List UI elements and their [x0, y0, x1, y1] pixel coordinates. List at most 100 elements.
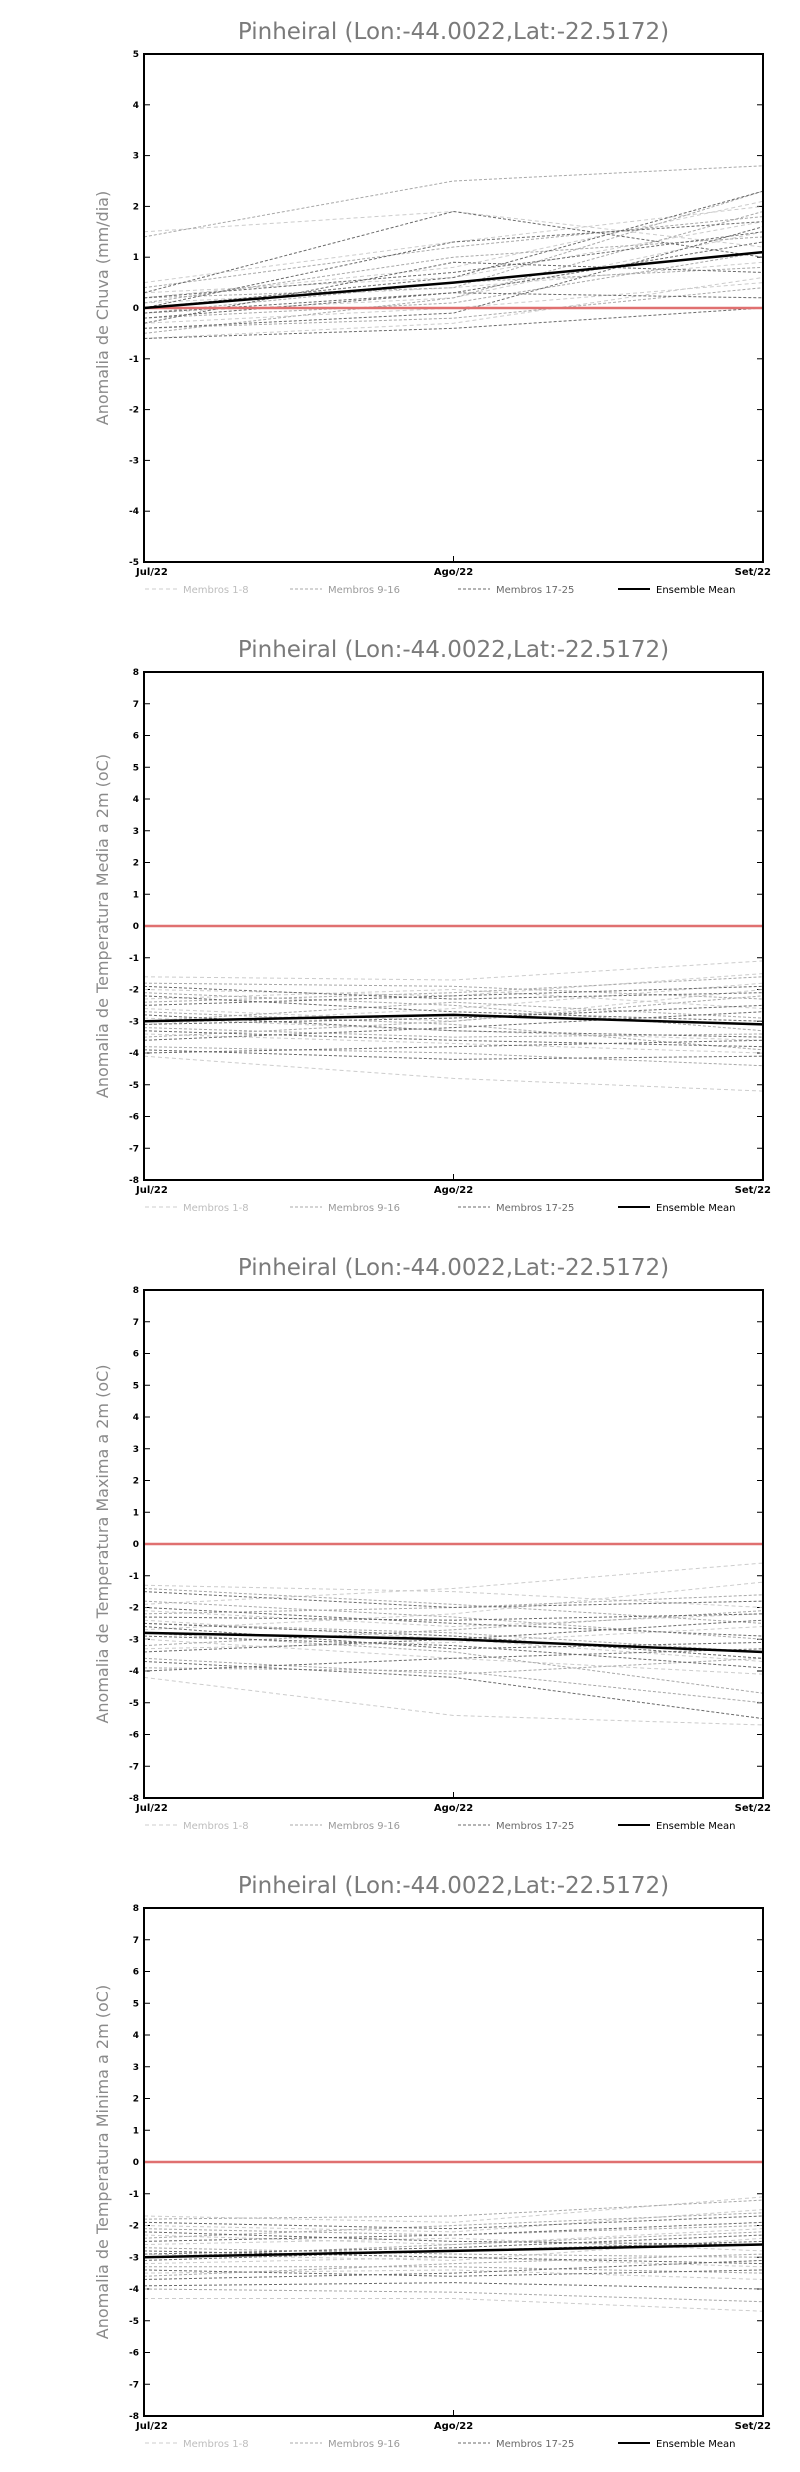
member-series-4: [143, 989, 764, 1022]
member-series-13: [143, 1632, 764, 1694]
member-series-25: [143, 221, 764, 309]
x-tick-label: Jul/22: [135, 1803, 168, 1814]
member-series-1: [143, 960, 764, 981]
member-series-2: [143, 1562, 764, 1605]
member-series-15: [143, 995, 764, 1038]
member-series-19: [143, 241, 764, 319]
y-tick-label: -7: [129, 2380, 139, 2390]
y-tick-label: -3: [129, 2253, 139, 2263]
y-tick-label: 8: [133, 1904, 139, 1914]
member-series-3: [143, 988, 764, 1010]
member-series-1: [143, 1584, 764, 1608]
y-tick-label: 1: [133, 1508, 139, 1518]
member-series-15: [143, 287, 764, 329]
member-series-22: [143, 2269, 764, 2277]
legend-label-4: Ensemble Mean: [656, 585, 735, 596]
member-series-20: [143, 1626, 764, 1650]
member-series-6: [143, 2256, 764, 2268]
member-series-7: [143, 2269, 764, 2280]
y-tick-label: 7: [133, 1936, 139, 1946]
member-series-22: [143, 1619, 764, 1653]
member-series-10: [143, 1600, 764, 1640]
member-series-24: [143, 1049, 764, 1060]
member-series-15: [143, 1657, 764, 1675]
member-series-11: [143, 2212, 764, 2239]
member-series-4: [143, 2237, 764, 2252]
legend-label-4: Ensemble Mean: [656, 1203, 735, 1214]
y-tick-label: -5: [129, 2317, 139, 2327]
y-axis-label: Anomalia de Temperatura Media a 2m (oC): [93, 754, 112, 1098]
chart-panel-4: Pinheiral (Lon:-44.0022,Lat:-22.5172) Ano…: [93, 1873, 771, 2450]
member-series-21: [143, 2240, 764, 2261]
y-tick-label: 5: [133, 1381, 139, 1391]
y-tick-label: 1: [133, 890, 139, 900]
y-tick-label: 3: [133, 152, 139, 162]
x-tick-label: Jul/22: [135, 567, 168, 578]
legend-label-3: Membros 17-25: [496, 585, 574, 596]
member-series-24: [143, 2282, 764, 2290]
plot-frame: [143, 671, 764, 1181]
y-tick-label: 1: [133, 253, 139, 263]
legend-label-2: Membros 9-16: [328, 1203, 400, 1214]
y-tick-label: 2: [133, 1477, 139, 1487]
member-series-19: [143, 2221, 764, 2242]
y-tick-label: -6: [129, 2349, 139, 2359]
y-tick-label: 5: [133, 50, 139, 60]
member-series-7: [143, 1033, 764, 1054]
y-tick-label: -1: [129, 954, 139, 964]
member-series-23: [143, 231, 764, 299]
legend-label-1: Membros 1-8: [183, 585, 249, 596]
y-tick-label: -2: [129, 2222, 139, 2232]
member-series-12: [143, 1622, 764, 1653]
legend-label-1: Membros 1-8: [183, 1821, 249, 1832]
y-tick-label: 5: [133, 1999, 139, 2009]
member-series-10: [143, 992, 764, 1032]
member-series-25: [143, 1622, 764, 1659]
x-tick-label: Set/22: [735, 1185, 771, 1196]
member-series-5: [143, 261, 764, 304]
member-series-17: [143, 985, 764, 1000]
y-tick-label: -8: [129, 2412, 139, 2422]
member-series-25: [143, 2234, 764, 2255]
y-tick-label: -3: [129, 1635, 139, 1645]
y-tick-label: -6: [129, 1113, 139, 1123]
x-tick-label: Set/22: [735, 567, 771, 578]
y-tick-label: 0: [133, 1540, 139, 1550]
y-tick-label: -7: [129, 1762, 139, 1772]
y-tick-label: 8: [133, 1286, 139, 1296]
y-tick-label: 3: [133, 1445, 139, 1455]
y-tick-label: -8: [129, 1176, 139, 1186]
y-tick-label: -1: [129, 355, 139, 365]
y-tick-label: -2: [129, 986, 139, 996]
member-series-19: [143, 1613, 764, 1621]
chart-title: Pinheiral (Lon:-44.0022,Lat:-22.5172): [238, 1255, 669, 1281]
plot-frame: [143, 1289, 764, 1799]
member-series-18: [143, 190, 764, 309]
legend-label-3: Membros 17-25: [496, 1821, 574, 1832]
member-series-7: [143, 1626, 764, 1650]
x-tick-label: Jul/22: [135, 2421, 168, 2432]
member-series-15: [143, 2253, 764, 2277]
y-tick-label: 0: [133, 304, 139, 314]
y-tick-label: -2: [129, 406, 139, 416]
y-tick-label: -5: [129, 1699, 139, 1709]
member-series-12: [143, 1011, 764, 1051]
plot-frame: [143, 1907, 764, 2417]
member-series-20: [143, 1014, 764, 1038]
y-tick-label: 8: [133, 668, 139, 678]
member-series-16: [143, 1046, 764, 1067]
y-tick-label: 0: [133, 922, 139, 932]
member-series-1: [143, 210, 764, 248]
y-tick-label: 0: [133, 2158, 139, 2168]
y-tick-label: -6: [129, 1731, 139, 1741]
member-series-8: [144, 2298, 764, 2312]
member-series-17: [143, 1591, 764, 1609]
member-series-18: [143, 2231, 764, 2246]
legend-label-2: Membros 9-16: [328, 585, 400, 596]
member-series-18: [143, 1607, 764, 1637]
member-series-2: [143, 973, 764, 997]
y-axis-label: Anomalia de Chuva (mm/dia): [93, 191, 112, 425]
member-series-13: [143, 2231, 764, 2258]
y-tick-label: -4: [129, 1049, 139, 1059]
